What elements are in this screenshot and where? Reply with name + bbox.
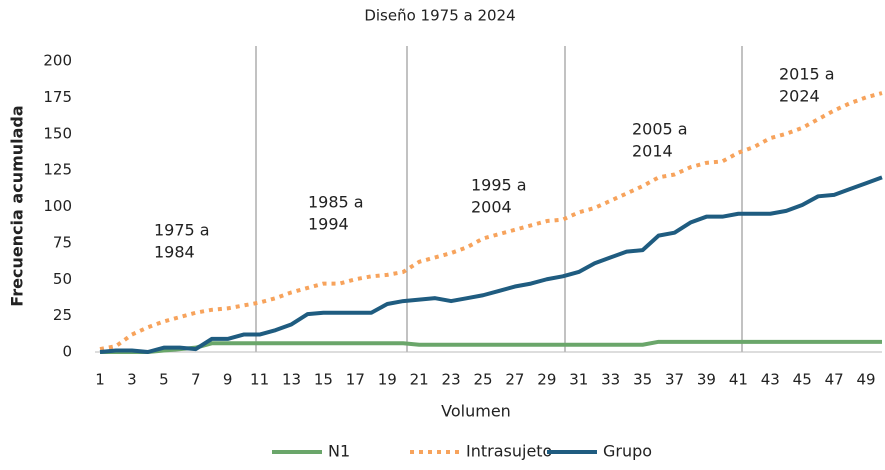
x-tick-label: 19: [378, 371, 397, 389]
x-tick-label: 7: [191, 371, 201, 389]
series-line: [99, 175, 883, 354]
x-tick-label: 37: [665, 371, 684, 389]
annotation: 1984: [154, 243, 195, 262]
x-tick-label: 11: [250, 371, 269, 389]
x-axis-label: Volumen: [441, 402, 511, 421]
x-tick-label: 27: [505, 371, 524, 389]
x-tick-label: 15: [314, 371, 333, 389]
x-tick-label: 43: [761, 371, 780, 389]
x-tick-label: 1: [95, 371, 105, 389]
legend-label: Grupo: [603, 442, 652, 461]
x-tick-label: 45: [793, 371, 812, 389]
x-tick-label: 13: [282, 371, 301, 389]
legend-label: N1: [328, 442, 350, 461]
y-tick-label: 175: [43, 88, 72, 106]
y-tick-label: 25: [53, 306, 72, 324]
annotation: 2024: [779, 87, 820, 106]
x-tick-label: 3: [127, 371, 137, 389]
x-tick-label: 41: [729, 371, 748, 389]
x-tick-label: 29: [537, 371, 556, 389]
x-tick-label: 35: [633, 371, 652, 389]
x-tick-label: 49: [856, 371, 875, 389]
annotation: 2014: [632, 142, 673, 161]
chart-title: Diseño 1975 a 2024: [364, 7, 515, 25]
x-tick-label: 21: [410, 371, 429, 389]
annotation: 1985 a: [308, 193, 364, 212]
y-axis-label: Frecuencia acumulada: [8, 105, 27, 306]
y-tick-label: 0: [62, 343, 72, 361]
x-tick-label: 31: [569, 371, 588, 389]
series-line: [99, 91, 883, 352]
y-tick-label: 75: [53, 233, 72, 251]
x-tick-label: 47: [825, 371, 844, 389]
x-tick-label: 23: [442, 371, 461, 389]
x-tick-label: 39: [697, 371, 716, 389]
annotation: 2005 a: [632, 120, 688, 139]
x-tick-label: 9: [223, 371, 233, 389]
annotation: 1994: [308, 215, 349, 234]
series-line: [100, 339, 882, 354]
y-tick-label: 50: [53, 270, 72, 288]
annotation: 1975 a: [154, 221, 210, 240]
x-tick-label: 17: [346, 371, 365, 389]
x-tick-label: 25: [473, 371, 492, 389]
annotation: 2004: [471, 198, 512, 217]
legend-label: Intrasujeto: [466, 442, 552, 461]
y-tick-label: 125: [43, 161, 72, 179]
y-tick-label: 100: [43, 197, 72, 215]
y-tick-label: 200: [43, 52, 72, 70]
annotation: 2015 a: [779, 65, 835, 84]
annotation: 1995 a: [471, 176, 527, 195]
x-tick-label: 5: [159, 371, 169, 389]
x-tick-label: 33: [601, 371, 620, 389]
y-tick-label: 150: [43, 124, 72, 142]
